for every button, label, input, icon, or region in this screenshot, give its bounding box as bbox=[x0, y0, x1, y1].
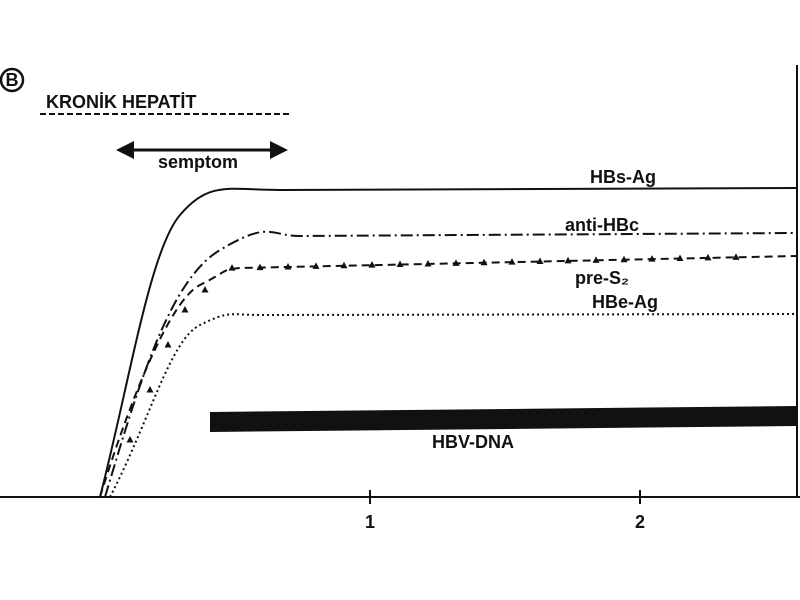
symptom-label: semptom bbox=[158, 152, 238, 172]
hbs-ag-curve bbox=[99, 187, 798, 498]
triangle-marker bbox=[704, 253, 712, 261]
curve-label: HBe-Ag bbox=[592, 292, 658, 312]
arrow-head-right bbox=[270, 141, 288, 159]
anti-hbc-curve bbox=[104, 230, 798, 498]
curve-label: pre-S₂ bbox=[575, 268, 629, 288]
curve-label: anti-HBc bbox=[565, 215, 639, 235]
triangle-marker bbox=[564, 256, 572, 264]
triangle-marker bbox=[368, 261, 376, 268]
triangle-marker bbox=[396, 260, 404, 268]
triangle-marker bbox=[146, 386, 154, 393]
title: KRONİK HEPATİT bbox=[46, 92, 196, 112]
triangle-marker bbox=[201, 286, 209, 293]
triangle-marker bbox=[340, 261, 348, 269]
hbe-ag-curve bbox=[109, 313, 798, 498]
panel-label: B bbox=[6, 70, 19, 90]
triangle-marker bbox=[228, 264, 236, 271]
triangle-marker bbox=[620, 255, 628, 263]
hbv-dna-bar bbox=[210, 406, 797, 432]
triangle-marker bbox=[164, 341, 172, 348]
arrow-head-left bbox=[116, 141, 134, 159]
triangle-marker bbox=[676, 254, 684, 262]
curve-label: HBs-Ag bbox=[590, 167, 656, 187]
curve-label: HBV-DNA bbox=[432, 432, 514, 452]
triangle-marker bbox=[312, 262, 320, 269]
pre-s2-markers bbox=[126, 253, 740, 443]
triangle-marker bbox=[732, 253, 740, 260]
triangle-marker bbox=[648, 255, 656, 262]
pre-s2-curve bbox=[99, 255, 798, 498]
triangle-marker bbox=[424, 259, 432, 267]
triangle-marker bbox=[256, 263, 264, 271]
triangle-marker bbox=[536, 257, 544, 265]
triangle-marker bbox=[480, 258, 488, 266]
panel-circle bbox=[0, 67, 25, 93]
triangle-marker bbox=[452, 259, 460, 266]
triangle-marker bbox=[508, 258, 516, 265]
x-tick-label: 2 bbox=[635, 512, 645, 532]
x-tick-label: 1 bbox=[365, 512, 375, 532]
triangle-marker bbox=[592, 256, 600, 263]
triangle-marker bbox=[181, 306, 189, 313]
triangle-marker bbox=[284, 262, 292, 270]
triangle-marker bbox=[126, 436, 134, 443]
